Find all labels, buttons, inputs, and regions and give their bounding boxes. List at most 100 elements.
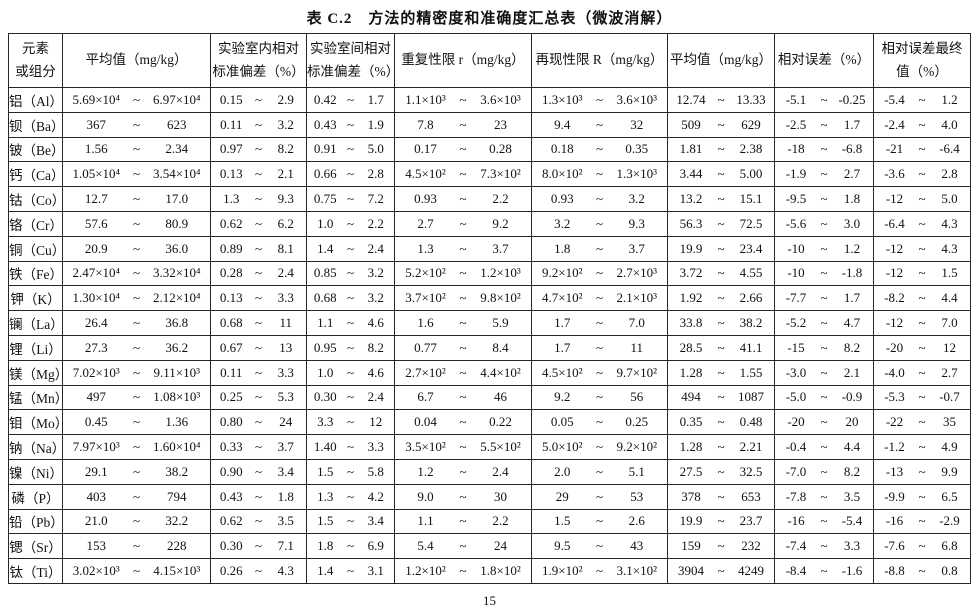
element-cell: 钠（Na） [8, 434, 63, 460]
range-cell: 1.5 ~5.8 [306, 458, 395, 485]
range-low-value: 1.3 [223, 191, 240, 207]
range-high-value: 9.2 [492, 215, 509, 231]
range-low-value: 1.1 [317, 315, 334, 331]
header-relative-error: 相对误差（%） [774, 33, 874, 88]
range-low-value: 509 [681, 116, 701, 132]
range-tilde: ~ [346, 513, 355, 529]
range-high-value: 5.00 [739, 166, 763, 182]
range-cell: 367 ~623 [62, 111, 211, 138]
range-low-value: -5.1 [785, 91, 807, 107]
range-cell: -3.0 ~2.1 [774, 359, 874, 386]
range-high-value: 7.2 [367, 191, 384, 207]
range-tilde: ~ [820, 364, 828, 380]
range-low-value: -7.8 [785, 488, 807, 504]
range-low-value: 1.2 [417, 463, 434, 479]
range-high-value: 6.97×10⁴ [152, 91, 201, 107]
range-cell: 1.3 ~3.7 [394, 235, 532, 262]
range-cell: 12.7 ~17.0 [62, 186, 211, 212]
range-low-value: 1.3 [417, 240, 434, 256]
range-high-value: 5.5×10² [480, 439, 521, 455]
range-high-value: 9.2×10² [616, 439, 657, 455]
range-tilde: ~ [132, 215, 141, 231]
range-low-value: 1.40 [313, 439, 337, 455]
table-row: 钼（Mo） 0.45 ~1.36 0.80 ~24 3.3 ~12 0.04 ~0.22… [8, 409, 971, 436]
range-low-value: 0.28 [219, 265, 243, 281]
range-tilde: ~ [346, 439, 355, 455]
range-tilde: ~ [346, 463, 355, 479]
range-low-value: 27.3 [84, 339, 108, 355]
range-cell: 2.7 ~9.2 [394, 210, 532, 237]
range-tilde: ~ [918, 513, 926, 529]
range-high-value: 8.2 [843, 339, 861, 355]
range-low-value: -0.4 [785, 439, 807, 455]
element-cell: 锰（Mn） [8, 384, 63, 411]
range-low-value: -21 [885, 141, 904, 157]
range-high-value: 1.60×10⁴ [152, 439, 201, 455]
range-low-value: 12.7 [84, 191, 108, 207]
range-tilde: ~ [918, 240, 926, 256]
range-low-value: -12 [885, 315, 904, 331]
range-tilde: ~ [459, 315, 467, 331]
range-high-value: 4.15×10³ [153, 563, 201, 579]
range-high-value: 3.2 [367, 290, 384, 306]
range-high-value: 3.6×10³ [480, 91, 521, 107]
range-high-value: 2.2 [367, 215, 384, 231]
range-cell: 403 ~794 [62, 483, 211, 510]
range-tilde: ~ [132, 339, 141, 355]
range-low-value: 4.5×10² [542, 364, 583, 380]
range-cell: 0.11 ~3.3 [210, 359, 307, 386]
range-tilde: ~ [820, 91, 828, 107]
range-cell: -5.3 ~ -0.7 [873, 384, 971, 411]
range-cell: 378 ~653 [667, 483, 775, 510]
range-cell: 0.89 ~8.1 [210, 235, 307, 262]
range-tilde: ~ [459, 463, 467, 479]
range-tilde: ~ [918, 315, 926, 331]
range-tilde: ~ [459, 563, 467, 579]
range-high-value: 0.35 [625, 141, 649, 157]
range-low-value: -2.4 [884, 116, 905, 132]
range-low-value: 1.28 [679, 439, 703, 455]
range-low-value: 0.30 [313, 389, 337, 405]
range-high-value: 2.1 [277, 166, 294, 182]
range-cell: 4.7×10² ~2.1×10³ [531, 285, 668, 312]
range-low-value: 0.18 [550, 141, 574, 157]
range-high-value: 4.4 [843, 439, 861, 455]
range-low-value: 26.4 [84, 315, 108, 331]
range-tilde: ~ [717, 240, 725, 256]
range-cell: -13 ~9.9 [873, 458, 971, 485]
range-tilde: ~ [717, 538, 725, 554]
range-high-value: 1.2 [941, 91, 958, 107]
range-high-value: 56 [630, 389, 644, 405]
range-tilde: ~ [820, 315, 828, 331]
range-high-value: 1.7 [367, 91, 384, 107]
range-tilde: ~ [459, 290, 467, 306]
range-high-value: 1.8×10² [480, 563, 521, 579]
range-cell: 0.66 ~2.8 [306, 161, 395, 188]
range-cell: 0.43 ~1.9 [306, 111, 395, 138]
range-high-value: 0.48 [739, 414, 763, 430]
range-cell: 1.28 ~2.21 [667, 434, 775, 460]
range-cell: 1.92 ~2.66 [667, 285, 775, 312]
range-high-value: 2.7×10³ [616, 265, 657, 281]
range-high-value: 7.0 [941, 315, 958, 331]
range-high-value: 7.1 [277, 538, 294, 554]
range-high-value: 228 [167, 538, 187, 554]
range-high-value: 2.34 [165, 141, 189, 157]
range-high-value: 36.2 [165, 339, 189, 355]
range-tilde: ~ [820, 265, 828, 281]
range-high-value: 1.8 [277, 488, 294, 504]
table-row: 钾（K） 1.30×10⁴ ~2.12×10⁴ 0.13 ~3.3 0.68 ~3.2… [8, 285, 971, 312]
range-cell: -21 ~ -6.4 [873, 136, 971, 163]
range-tilde: ~ [820, 240, 828, 256]
range-cell: 1.5 ~3.4 [306, 508, 395, 535]
range-cell: 5.2×10² ~1.2×10³ [394, 260, 532, 287]
range-low-value: 497 [86, 389, 107, 405]
range-high-value: 2.12×10⁴ [152, 290, 201, 306]
range-low-value: 1.1 [417, 513, 434, 529]
range-low-value: -12 [885, 265, 904, 281]
range-tilde: ~ [717, 166, 725, 182]
table-row: 铍（Be） 1.56 ~2.34 0.97 ~8.2 0.91 ~5.0 0.17 ~0… [8, 136, 971, 163]
range-cell: 1.9×10² ~3.1×10² [531, 558, 668, 584]
range-high-value: 30 [494, 488, 507, 504]
range-low-value: -1.2 [884, 439, 905, 455]
